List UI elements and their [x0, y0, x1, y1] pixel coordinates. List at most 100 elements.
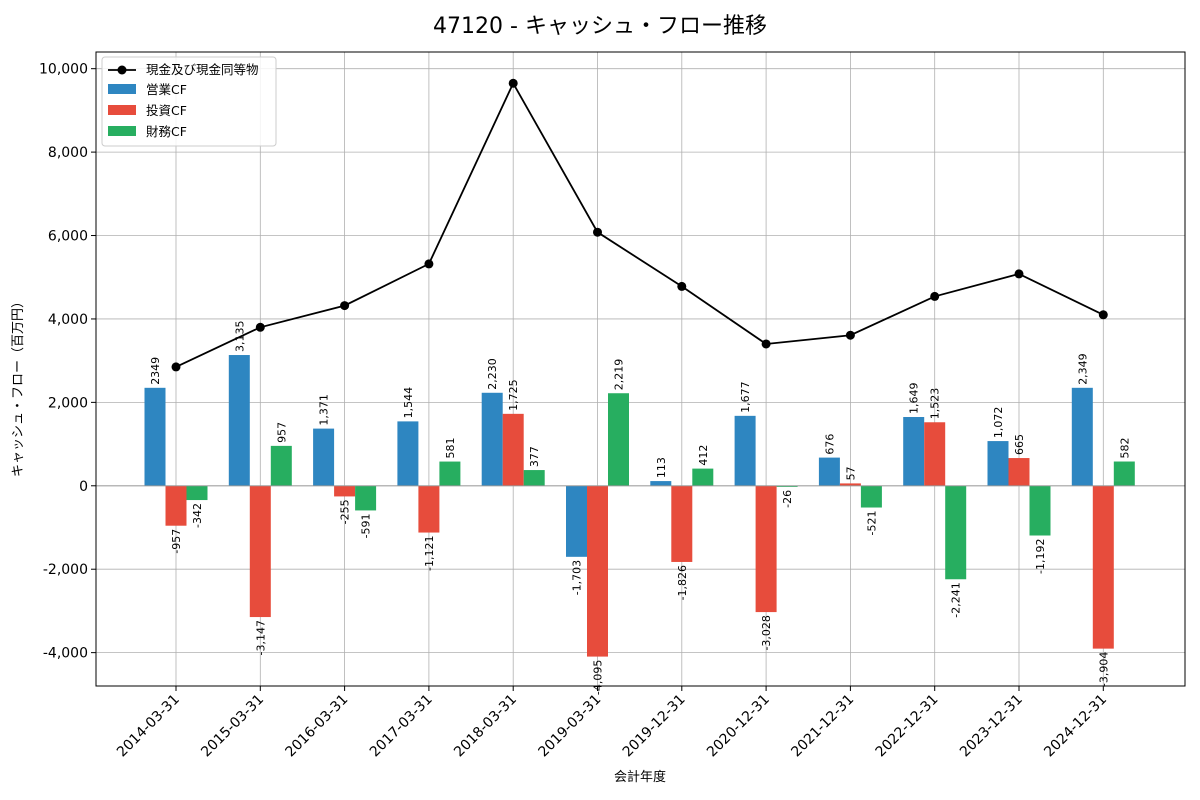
bar-value-label: -1,703 [571, 560, 584, 595]
bar-labels-group: 2349 3,135 1,371 1,544 2,230 -1,703 113 1,677 67… [149, 321, 1131, 696]
cash-line-point [171, 362, 181, 372]
x-tick-label: 2016-03-31 [283, 692, 352, 761]
bar-value-label: 1,544 [402, 387, 415, 419]
bar-value-label: -3,147 [254, 620, 267, 655]
bar [270, 445, 292, 486]
chart-title: 47120 - キャッシュ・フロー推移 [433, 14, 767, 39]
bar-value-label: -342 [191, 503, 204, 528]
legend-line-marker [117, 65, 127, 75]
x-tick-label: 2019-03-31 [535, 692, 604, 761]
x-tick-label: 2017-03-31 [367, 692, 436, 761]
bar-value-label: 2,230 [486, 358, 499, 390]
bar [587, 485, 608, 657]
bar [186, 485, 208, 501]
bar [818, 457, 840, 486]
x-tick-label: 2018-03-31 [451, 692, 520, 761]
bar-value-label: 1,523 [929, 388, 942, 420]
bar-value-label: -26 [781, 490, 794, 508]
bar [987, 441, 1009, 486]
cash-line-point [340, 301, 350, 311]
bar-value-label: 582 [1118, 438, 1131, 459]
plot-frame [95, 51, 1186, 687]
bars-group [144, 355, 1135, 657]
cash-line-point [677, 281, 687, 291]
cash-line [175, 81, 1104, 368]
y-tick-label: 4,000 [48, 312, 88, 328]
y-tick-label: 8,000 [48, 145, 88, 161]
bar-value-label: -255 [339, 499, 352, 524]
bar [165, 485, 187, 526]
x-tick-label: 2020-12-31 [704, 692, 773, 761]
cash-line-point [593, 227, 602, 237]
bar [144, 387, 166, 486]
legend-swatch-operating [108, 84, 136, 94]
bar-value-label: 377 [528, 446, 541, 467]
bar-value-label: 1,371 [318, 394, 331, 426]
bar [1071, 387, 1093, 486]
bar [776, 485, 798, 487]
bar-value-label: 665 [1013, 434, 1026, 455]
bar [903, 417, 925, 486]
bar-value-label: -3,904 [1097, 652, 1110, 687]
bar [439, 461, 461, 486]
bar-value-label: 1,725 [507, 379, 520, 411]
cash-line-point [1014, 269, 1024, 279]
y-tick-label: 0 [79, 479, 88, 495]
bar-value-label: 412 [697, 445, 710, 466]
bar [650, 481, 672, 486]
x-tick-label: 2023-12-31 [957, 692, 1026, 761]
cash-line-point [930, 291, 940, 301]
legend-label-operating: 営業CF [146, 82, 187, 97]
bar [418, 485, 440, 533]
bar-value-label: 2,349 [1076, 353, 1089, 385]
cash-line-point [761, 339, 771, 349]
cash-line-point [1098, 310, 1108, 320]
bar-value-label: 1,677 [739, 381, 752, 413]
cash-line-point [424, 259, 434, 269]
legend-swatch-financing [108, 126, 136, 136]
y-tick-label: -4,000 [43, 646, 88, 662]
cash-line-point [845, 330, 855, 340]
bar-value-label: -591 [360, 513, 373, 538]
bar-value-label: 1,072 [992, 407, 1005, 439]
bar-value-label: 957 [275, 422, 288, 443]
bar [1092, 485, 1114, 649]
bar [481, 392, 503, 486]
bar [228, 355, 250, 486]
bar [355, 485, 377, 511]
bar [313, 428, 335, 486]
bar [1029, 485, 1051, 536]
legend-label-financing: 財務CF [146, 124, 187, 139]
cash-line-point [508, 78, 518, 88]
bar [1113, 461, 1135, 486]
y-tick-label: 6,000 [48, 229, 88, 245]
bar-value-label: 113 [655, 457, 668, 478]
legend-swatch-investing [108, 105, 136, 115]
bar-value-label: -1,826 [676, 565, 689, 600]
x-tick-label: 2019-12-31 [620, 692, 689, 761]
bar-value-label: 2,219 [613, 359, 626, 391]
bar [523, 470, 545, 486]
legend-label-investing: 投資CF [146, 103, 187, 118]
bar-value-label: 2349 [149, 357, 162, 385]
bar-value-label: -957 [170, 529, 183, 554]
cash-line-group [171, 78, 1108, 372]
bar [734, 415, 756, 486]
bar-value-label: 676 [823, 434, 836, 455]
x-axis-label: 会計年度 [614, 769, 666, 785]
bar [924, 422, 946, 486]
bar [566, 485, 587, 557]
bar-value-label: -3,028 [760, 615, 773, 650]
y-tick-label: 2,000 [48, 395, 88, 411]
x-tick-label: 2024-12-31 [1041, 692, 1110, 761]
bar [860, 485, 882, 508]
bar-value-label: 3,135 [233, 321, 246, 353]
cash-line-point [255, 322, 265, 332]
bar [334, 485, 356, 497]
bar [755, 485, 777, 613]
bar [945, 485, 967, 580]
bar [502, 413, 524, 486]
x-tick-label: 2015-03-31 [198, 692, 267, 761]
bar-value-label: -1,121 [423, 536, 436, 571]
